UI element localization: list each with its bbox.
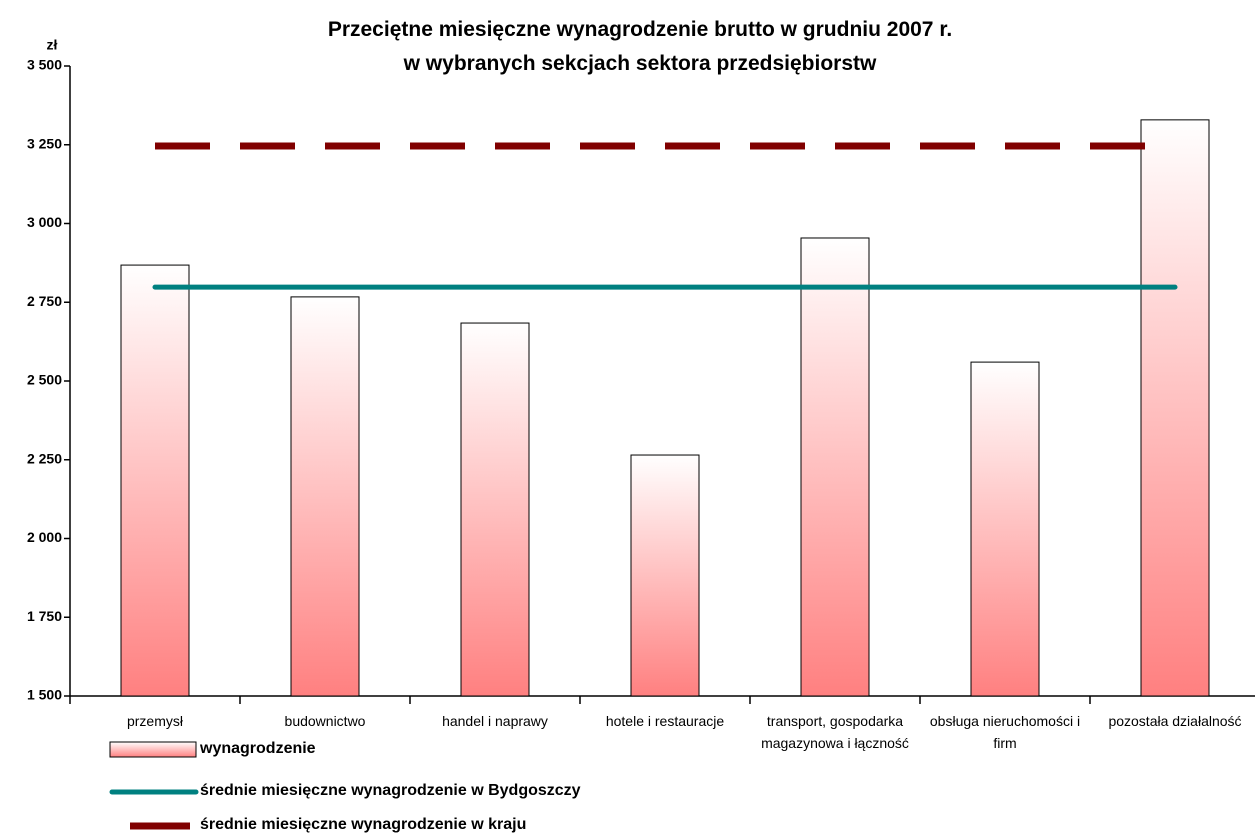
- bar: [460, 322, 530, 697]
- bar: [630, 454, 700, 697]
- y-tick-label: 2 000: [27, 529, 62, 545]
- bar: [120, 264, 190, 697]
- legend-label: wynagrodzenie: [200, 740, 316, 757]
- y-tick-label: 3 500: [27, 57, 62, 73]
- y-tick-label: 2 750: [27, 293, 62, 309]
- legend-swatch: [109, 741, 197, 758]
- x-tick-label: pozostała działalność: [1108, 713, 1242, 729]
- y-tick-label: 3 000: [27, 214, 62, 230]
- bar: [290, 296, 360, 697]
- y-tick-label: 2 500: [27, 372, 62, 388]
- x-tick-label: transport, gospodarka magazynowa i łączn…: [761, 713, 909, 751]
- x-tick-label: budownictwo: [284, 713, 366, 729]
- legend-label: średnie miesięczne wynagrodzenie w Bydgo…: [200, 782, 581, 799]
- y-tick-label: 3 250: [27, 135, 62, 151]
- x-tick-label: hotele i restauracje: [605, 713, 725, 729]
- y-tick-label: 1 500: [27, 687, 62, 703]
- chart-title: Przeciętne miesięczne wynagrodzenie brut…: [327, 18, 953, 41]
- x-tick-label: przemysł: [126, 713, 183, 729]
- legend-label: średnie miesięczne wynagrodzenie w kraju: [200, 816, 527, 833]
- y-axis-label: zł: [47, 37, 58, 53]
- bar: [800, 237, 870, 697]
- chart-title: w wybranych sekcjach sektora przedsiębio…: [403, 52, 877, 75]
- bar: [970, 361, 1040, 697]
- bar: [1140, 119, 1210, 697]
- y-tick-label: 2 250: [27, 450, 62, 466]
- x-tick-label: handel i naprawy: [442, 713, 548, 729]
- y-tick-label: 1 750: [27, 608, 62, 624]
- x-tick-label: obsługa nieruchomości i firm: [929, 713, 1081, 751]
